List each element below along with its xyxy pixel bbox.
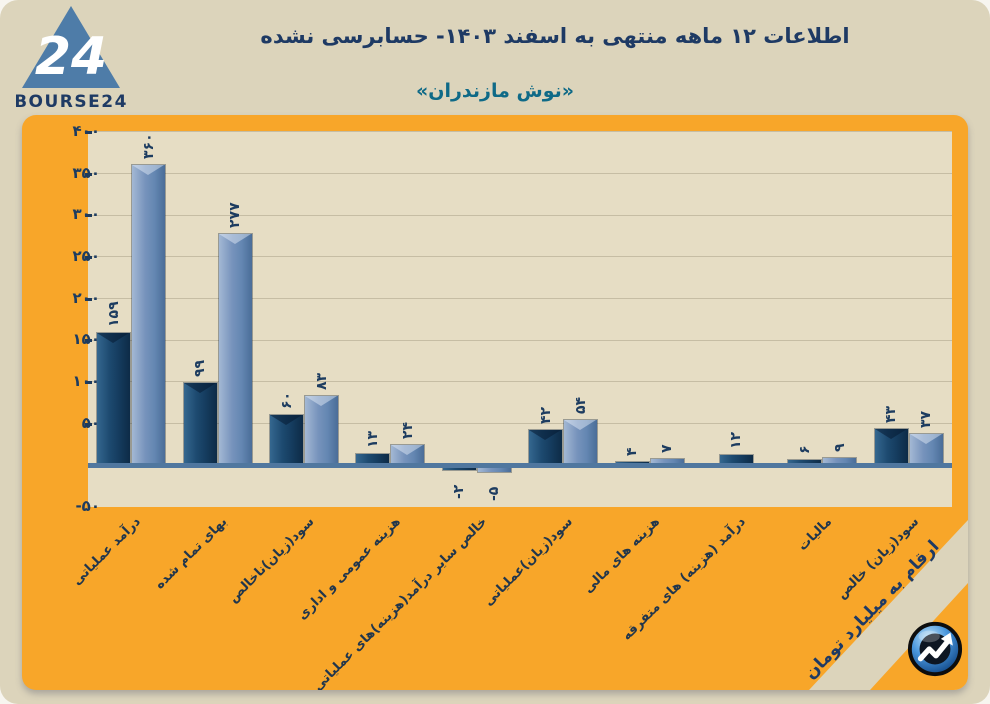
bar-top-notch (564, 420, 597, 431)
bar-top-notch (218, 234, 251, 245)
bar-dark (442, 468, 476, 471)
trend-arrow-icon (907, 621, 963, 677)
gridline (88, 298, 952, 300)
bar-value-label: ۴۳ (883, 406, 900, 424)
bar-dark (874, 429, 908, 466)
logo-triangle (22, 6, 120, 88)
bar-light (477, 468, 511, 473)
y-tick-mark (85, 339, 92, 343)
y-tick-label: ۱۵۰ (72, 330, 100, 349)
y-tick-label: ۴۰۰ (72, 121, 100, 140)
bar-value-label: ۴ (624, 447, 641, 456)
company-name: «نوش مازندران» (415, 80, 575, 102)
bar-top-notch (183, 382, 216, 393)
bar-top-notch (529, 430, 562, 441)
gridline (88, 256, 952, 258)
bar-top-notch (874, 429, 907, 440)
y-tick-mark (85, 172, 92, 176)
chart-card: ۱۵۹ ۳۶۰ ۹۹ ۲۷۷ ۶۰ ۸۳ ۱۳ ۲۴ -۲ -۵ ۴۲ ۵۴ ۴ ۷ ۱۲ ۶ ۹ ۴۳ ۳۷ ۴۰… (22, 115, 968, 690)
logo-brand: BOURSE24 (16, 92, 126, 112)
zero-baseline (88, 463, 952, 469)
category-label: بهای تمام شده (152, 514, 231, 593)
category-label: هزینه های مالی (580, 514, 663, 597)
y-tick-mark (85, 297, 92, 301)
bar-light (650, 459, 684, 466)
y-tick-label: ۲۵۰ (72, 246, 100, 265)
gridline (88, 214, 952, 216)
header: 24 BOURSE24 اطلاعات ۱۲ ماهه منتهی به اسف… (0, 0, 990, 115)
y-tick-label: -۵۰ (75, 496, 100, 515)
page-title: اطلاعات ۱۲ ماهه منتهی به اسفند ۱۴۰۳- حسا… (260, 24, 850, 48)
category-label: سود(زیان)ناخالص (225, 514, 317, 606)
bar-value-label: ۴۲ (537, 407, 554, 425)
bar-value-label: -۵ (486, 487, 503, 502)
logo-mark: 24 (35, 27, 107, 87)
bar-light (391, 445, 425, 466)
y-tick-label: ۳۰۰ (72, 205, 100, 224)
bar-dark (788, 460, 822, 466)
bar-top-notch (909, 434, 942, 445)
bar-top-notch (270, 415, 302, 426)
y-tick-mark (85, 130, 92, 134)
gridline (88, 423, 952, 425)
bar-value-label: ۵۴ (572, 397, 589, 415)
y-tick-label: ۲۰۰ (72, 288, 100, 307)
y-tick-mark (85, 422, 92, 426)
bar-dark (270, 415, 303, 466)
bar-value-label: ۶ (796, 445, 813, 455)
gridline (88, 173, 952, 175)
y-tick-label: ۳۵۰ (72, 163, 100, 182)
bar-value-label: ۲۴ (399, 422, 416, 440)
bar-light (218, 234, 252, 466)
bar-light (823, 457, 857, 466)
bar-value-label: ۱۳ (364, 431, 381, 449)
bar-value-label: ۸۳ (313, 373, 330, 391)
bar-top-notch (305, 396, 337, 407)
bar-top-notch (391, 445, 424, 456)
bar-light (305, 396, 338, 466)
bar-dark (183, 382, 217, 466)
bar-value-label: ۹۹ (192, 359, 209, 377)
bar-value-label: ۷ (659, 444, 676, 454)
bar-light (564, 420, 598, 466)
plot-area: ۱۵۹ ۳۶۰ ۹۹ ۲۷۷ ۶۰ ۸۳ ۱۳ ۲۴ -۲ -۵ ۴۲ ۵۴ ۴ ۷ ۱۲ ۶ ۹ ۴۳ ۳۷ (88, 131, 952, 507)
bar-value-label: ۶۰ (278, 392, 295, 410)
bar-value-label: -۲ (451, 484, 468, 499)
bar-top-notch (132, 165, 165, 176)
y-tick-mark (85, 255, 92, 259)
gridline (88, 131, 952, 133)
bar-top-notch (97, 332, 130, 343)
bar-value-label: ۱۵۹ (105, 301, 122, 327)
gridline (88, 339, 952, 341)
y-tick-mark (85, 380, 92, 384)
y-tick-label: ۵۰ (81, 413, 100, 432)
bar-value-label: ۱۲ (728, 432, 744, 450)
bourse24-logo: 24 BOURSE24 (16, 6, 126, 112)
gridline (88, 381, 952, 383)
bar-value-label: ۲۷۷ (227, 202, 244, 229)
bar-value-label: ۳۷ (918, 411, 935, 429)
y-tick-label: ۱۰۰ (72, 371, 100, 390)
bar-light (132, 165, 166, 466)
category-label: مالیات (795, 514, 836, 554)
bar-dark (529, 430, 563, 466)
bar-light (909, 434, 943, 466)
category-label: سود(زیان)عملیاتی (481, 514, 577, 610)
bar-value-label: ۳۶۰ (140, 133, 157, 160)
bar-dark (356, 454, 390, 466)
y-tick-mark (85, 214, 92, 218)
category-label: درآمد عملیاتی (70, 514, 145, 589)
bar-value-label: ۹ (831, 443, 848, 452)
bar-dark (719, 455, 753, 466)
category-label: خالص سایر درآمد(هزینه)های عملیاتی (309, 514, 490, 690)
bar-dark (97, 332, 131, 466)
